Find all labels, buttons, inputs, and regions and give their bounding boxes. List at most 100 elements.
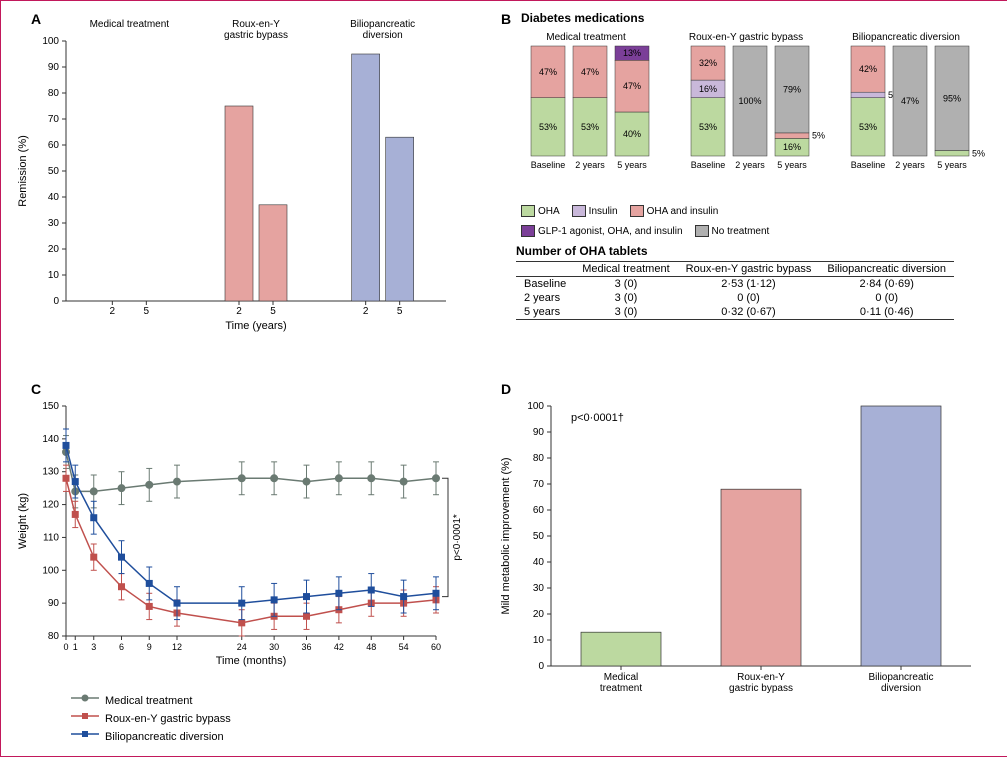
- svg-text:5%: 5%: [812, 131, 825, 141]
- svg-text:p<0·0001†: p<0·0001†: [571, 412, 624, 424]
- svg-text:54: 54: [399, 642, 409, 652]
- svg-text:79%: 79%: [783, 84, 801, 94]
- svg-text:5 years: 5 years: [617, 160, 647, 170]
- panel-b-title: Diabetes medications: [521, 11, 644, 25]
- svg-text:50: 50: [48, 166, 60, 177]
- svg-text:0: 0: [63, 642, 68, 652]
- svg-text:3: 3: [91, 642, 96, 652]
- svg-text:47%: 47%: [581, 67, 599, 77]
- svg-text:100: 100: [42, 565, 59, 576]
- svg-text:100: 100: [527, 401, 544, 412]
- svg-text:9: 9: [147, 642, 152, 652]
- svg-text:70: 70: [533, 479, 545, 490]
- svg-text:24: 24: [237, 642, 247, 652]
- svg-text:Biliopancreatic: Biliopancreatic: [868, 672, 933, 683]
- svg-text:2 years: 2 years: [895, 160, 925, 170]
- svg-text:80: 80: [533, 453, 545, 464]
- svg-text:2 years: 2 years: [575, 160, 605, 170]
- svg-text:Baseline: Baseline: [531, 160, 566, 170]
- svg-text:5: 5: [270, 306, 276, 317]
- svg-text:110: 110: [43, 532, 59, 543]
- svg-text:120: 120: [42, 500, 59, 511]
- svg-text:70: 70: [48, 114, 60, 125]
- svg-text:42%: 42%: [859, 64, 877, 74]
- svg-text:Mild metabolic improvement (%): Mild metabolic improvement (%): [500, 457, 512, 614]
- svg-text:2: 2: [363, 306, 369, 317]
- svg-text:0: 0: [53, 296, 59, 307]
- svg-text:0: 0: [538, 661, 544, 672]
- svg-text:diversion: diversion: [881, 683, 921, 694]
- svg-text:treatment: treatment: [600, 683, 642, 694]
- svg-text:60: 60: [431, 642, 441, 652]
- svg-text:90: 90: [48, 62, 60, 73]
- svg-text:Baseline: Baseline: [851, 160, 886, 170]
- svg-text:gastric bypass: gastric bypass: [224, 30, 288, 41]
- svg-text:2: 2: [110, 306, 116, 317]
- svg-text:40: 40: [48, 192, 60, 203]
- svg-text:90: 90: [48, 598, 60, 609]
- panel-b-label: B: [501, 11, 511, 27]
- svg-text:Weight (kg): Weight (kg): [17, 493, 29, 549]
- svg-text:10: 10: [48, 270, 60, 281]
- panel-c-legend: Medical treatmentRoux-en-Y gastric bypas…: [71, 691, 231, 745]
- svg-text:30: 30: [48, 218, 60, 229]
- svg-text:5: 5: [397, 306, 403, 317]
- svg-text:Roux-en-Y: Roux-en-Y: [737, 672, 785, 683]
- svg-text:36: 36: [301, 642, 311, 652]
- svg-text:40: 40: [533, 557, 545, 568]
- svg-text:47%: 47%: [539, 67, 557, 77]
- svg-text:Remission (%): Remission (%): [17, 135, 29, 207]
- svg-text:Biliopancreatic diversion: Biliopancreatic diversion: [852, 32, 960, 43]
- svg-text:150: 150: [42, 401, 59, 412]
- svg-text:p<0·0001*: p<0·0001*: [452, 514, 463, 561]
- svg-text:16%: 16%: [783, 142, 801, 152]
- svg-text:60: 60: [533, 505, 545, 516]
- panel-b-legend: OHAInsulinOHA and insulinGLP-1 agonist, …: [521, 201, 991, 241]
- svg-text:53%: 53%: [859, 122, 877, 132]
- svg-text:2 years: 2 years: [735, 160, 765, 170]
- svg-text:6: 6: [119, 642, 124, 652]
- svg-text:32%: 32%: [699, 58, 717, 68]
- svg-text:47%: 47%: [623, 81, 641, 91]
- svg-text:50: 50: [533, 531, 545, 542]
- svg-text:12: 12: [172, 642, 182, 652]
- svg-text:gastric bypass: gastric bypass: [729, 683, 793, 694]
- svg-text:53%: 53%: [539, 122, 557, 132]
- svg-text:Biliopancreatic: Biliopancreatic: [350, 19, 415, 30]
- svg-text:20: 20: [533, 609, 545, 620]
- oha-table: Medical treatmentRoux-en-Y gastric bypas…: [516, 261, 954, 320]
- svg-text:30: 30: [533, 583, 545, 594]
- svg-text:Medical: Medical: [604, 672, 638, 683]
- svg-text:Time (months): Time (months): [216, 655, 287, 667]
- svg-text:5%: 5%: [972, 148, 985, 158]
- svg-text:diversion: diversion: [363, 30, 403, 41]
- svg-text:Medical treatment: Medical treatment: [546, 32, 626, 43]
- svg-text:130: 130: [42, 467, 59, 478]
- svg-text:2: 2: [236, 306, 242, 317]
- svg-text:53%: 53%: [581, 122, 599, 132]
- svg-text:1: 1: [73, 642, 78, 652]
- svg-text:16%: 16%: [699, 84, 717, 94]
- svg-text:100%: 100%: [738, 96, 761, 106]
- svg-text:140: 140: [42, 434, 59, 445]
- oha-table-title: Number of OHA tablets: [516, 244, 648, 258]
- svg-text:Medical treatment: Medical treatment: [90, 19, 170, 30]
- svg-text:Roux-en-Y gastric bypass: Roux-en-Y gastric bypass: [689, 32, 803, 43]
- svg-text:60: 60: [48, 140, 60, 151]
- panel-d-chart: 0 10 20 30 40 50 60 70 80 90 100 Mild metabolic imp…: [491, 386, 1001, 716]
- svg-text:Time (years): Time (years): [225, 320, 286, 332]
- panel-a-chart: 0 10 20 30 40 50 60 70 80 90 100 Remission (%) Medic…: [11, 11, 471, 341]
- svg-text:10: 10: [533, 635, 545, 646]
- svg-text:20: 20: [48, 244, 60, 255]
- panel-c-chart: 8090100110120130140150Weight (kg)0136912…: [11, 386, 471, 686]
- svg-text:48: 48: [366, 642, 376, 652]
- svg-text:47%: 47%: [901, 96, 919, 106]
- svg-text:95%: 95%: [943, 93, 961, 103]
- svg-text:53%: 53%: [699, 122, 717, 132]
- svg-text:80: 80: [48, 88, 60, 99]
- svg-text:100: 100: [42, 36, 59, 47]
- svg-text:30: 30: [269, 642, 279, 652]
- svg-text:90: 90: [533, 427, 545, 438]
- svg-text:5 years: 5 years: [937, 160, 967, 170]
- svg-text:Roux-en-Y: Roux-en-Y: [232, 19, 280, 30]
